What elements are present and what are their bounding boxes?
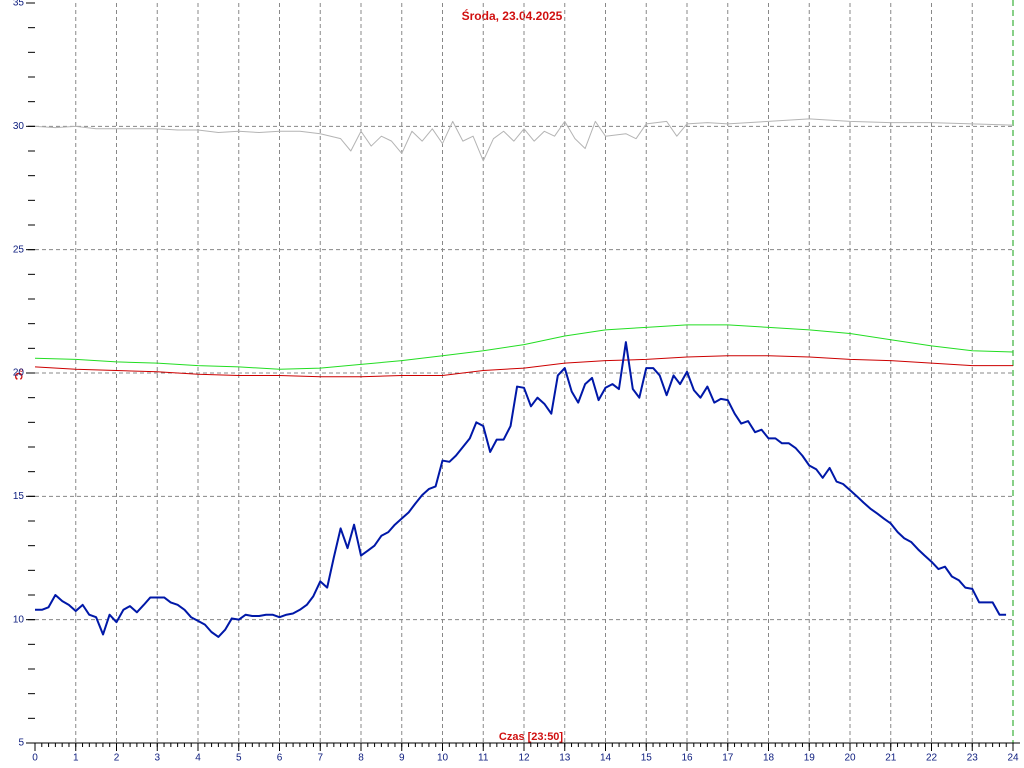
x-tick-label: 0: [32, 753, 38, 764]
x-tick-label: 16: [681, 753, 693, 764]
series-line: [35, 341, 1007, 638]
x-tick-label: 13: [559, 753, 571, 764]
x-tick-label: 5: [236, 753, 242, 764]
x-tick-label: 24: [1007, 753, 1019, 764]
x-tick-label: 18: [763, 753, 775, 764]
y-tick-label: 15: [13, 491, 25, 502]
x-tick-label: 20: [844, 753, 856, 764]
y-tick-label: 30: [13, 121, 25, 132]
x-tick-label: 3: [154, 753, 160, 764]
x-tick-label: 7: [317, 753, 323, 764]
x-tick-label: 11: [478, 753, 489, 764]
series-line: [34, 118, 1014, 162]
x-tick-label: 6: [277, 753, 283, 764]
x-tick-label: 22: [926, 753, 938, 764]
x-tick-label: 19: [804, 753, 816, 764]
x-tick-label: 23: [967, 753, 979, 764]
chart-title: Środa, 23.04.2025: [462, 8, 563, 23]
y-tick-label: 35: [13, 0, 25, 9]
x-tick-label: 21: [885, 753, 897, 764]
x-tick-label: 15: [641, 753, 653, 764]
x-axis-label: Czas [23:50]: [499, 731, 564, 743]
y-axis-label: °C: [12, 368, 24, 380]
x-tick-label: 1: [73, 753, 79, 764]
x-tick-label: 8: [358, 753, 364, 764]
x-tick-label: 10: [437, 753, 449, 764]
y-tick-label: 5: [18, 738, 24, 749]
x-tick-label: 9: [399, 753, 405, 764]
y-tick-label: 10: [13, 614, 25, 625]
x-tick-label: 14: [600, 753, 612, 764]
x-tick-label: 17: [722, 753, 734, 764]
series-line: [34, 355, 1013, 378]
y-tick-label: 25: [13, 244, 25, 255]
x-tick-label: 2: [114, 753, 120, 764]
x-tick-label: 12: [518, 753, 530, 764]
series-line: [34, 324, 1014, 370]
y-tick-label: 20: [13, 368, 25, 379]
x-tick-label: 4: [195, 753, 201, 764]
